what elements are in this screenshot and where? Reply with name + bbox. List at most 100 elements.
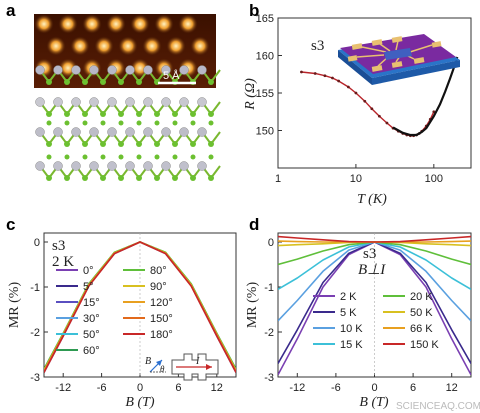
metal-atom	[161, 97, 171, 107]
data-point	[337, 79, 341, 83]
panel-c: -12 -6 0 6 12 -3 -2 -1 0 s3 2 K 0° 5° 15° 30° 50° 60°…	[7, 232, 237, 410]
stm-atom	[94, 36, 114, 56]
chalcogen-atom	[64, 154, 70, 160]
stm-atom	[166, 36, 186, 56]
chalcogen-atom	[82, 111, 88, 117]
chalcogen-atom	[100, 120, 106, 126]
x-tick-label: -6	[97, 382, 107, 394]
metal-atom	[125, 97, 135, 107]
metal-atom	[143, 161, 153, 171]
stm-atom	[34, 14, 54, 34]
y-axis-label-b: R (Ω)	[243, 78, 258, 111]
chalcogen-atom	[154, 141, 160, 147]
x-tick-label: 1	[275, 173, 281, 185]
metal-atom	[53, 97, 63, 107]
chalcogen-atom	[136, 120, 142, 126]
y-tick-label: 0	[34, 237, 40, 249]
x-axis-label-d: B (T)	[359, 395, 389, 410]
chalcogen-atom	[190, 175, 196, 181]
chalcogen-atom	[136, 111, 142, 117]
metal-atom	[71, 97, 81, 107]
chalcogen-atom	[154, 175, 160, 181]
y-tick-label: 0	[268, 237, 274, 249]
y-tick-label: -2	[30, 327, 40, 339]
legend-label: 180°	[150, 329, 173, 341]
panel-label-d: d	[249, 215, 259, 234]
x-tick-label: 6	[175, 382, 181, 394]
chalcogen-atom	[64, 175, 70, 181]
metal-atom	[179, 65, 189, 75]
chalcogen-atom	[172, 120, 178, 126]
data-point	[323, 74, 327, 78]
metal-atom	[197, 127, 207, 137]
metal-atom	[197, 161, 207, 171]
crystal-structure	[35, 65, 221, 181]
legend-label: 0°	[83, 265, 94, 277]
legend-label: 60°	[83, 345, 100, 357]
legend-label: 50 K	[410, 307, 433, 319]
legend-label: 30°	[83, 313, 100, 325]
series-line	[44, 241, 236, 373]
y-tick-label: -1	[264, 282, 274, 294]
series-line	[278, 235, 471, 243]
metal-atom	[53, 127, 63, 137]
chalcogen-atom	[172, 111, 178, 117]
metal-atom	[107, 127, 117, 137]
metal-atom	[161, 127, 171, 137]
chalcogen-atom	[136, 175, 142, 181]
chalcogen-atom	[118, 79, 124, 85]
axis-ticks-c: -12 -6 0 6 12 -3 -2 -1 0	[30, 237, 223, 394]
panel-label-c: c	[6, 215, 15, 234]
data-point	[354, 91, 358, 95]
legend-label: 15 K	[340, 339, 363, 351]
legend-label: 150°	[150, 313, 173, 325]
chalcogen-atom	[82, 79, 88, 85]
legend-label: 120°	[150, 297, 173, 309]
scale-bar-label: 5 Å	[163, 69, 180, 82]
chalcogen-atom	[154, 120, 160, 126]
data-d	[278, 233, 471, 377]
metal-atom	[71, 127, 81, 137]
chalcogen-atom	[46, 154, 52, 160]
device-inset	[338, 34, 460, 85]
geometry-inset: B θ I	[145, 353, 219, 381]
metal-atom	[107, 65, 117, 75]
chalcogen-atom	[172, 154, 178, 160]
legend-label: 80°	[150, 265, 167, 277]
stm-atom	[70, 36, 90, 56]
panel-label-b: b	[249, 1, 259, 20]
chalcogen-atom	[82, 154, 88, 160]
y-tick-label: -3	[30, 372, 40, 384]
x-tick-label: -12	[55, 382, 71, 394]
metal-atom	[197, 65, 207, 75]
chalcogen-atom	[46, 141, 52, 147]
metal-atom	[143, 65, 153, 75]
metal-atom	[161, 65, 171, 75]
y-tick-label: 155	[256, 88, 274, 100]
chalcogen-atom	[82, 120, 88, 126]
x-tick-label: -6	[331, 382, 341, 394]
chalcogen-atom	[100, 111, 106, 117]
metal-atom	[53, 65, 63, 75]
chalcogen-atom	[172, 141, 178, 147]
chalcogen-atom	[100, 79, 106, 85]
chalcogen-atom	[82, 141, 88, 147]
data-b	[300, 56, 459, 138]
x-tick-label: 100	[425, 173, 443, 185]
data-point	[363, 99, 367, 103]
stm-atom	[46, 36, 66, 56]
y-axis-label-c: MR (%)	[7, 282, 22, 329]
legend-label: 20 K	[410, 291, 433, 303]
metal-atom	[35, 97, 45, 107]
legend-label: 5°	[83, 281, 94, 293]
metal-atom	[71, 65, 81, 75]
condition-label-d: B⊥I	[358, 262, 386, 278]
panel-label-a: a	[6, 1, 16, 20]
legend-label: 10 K	[340, 323, 363, 335]
data-point	[370, 107, 374, 111]
data-point	[377, 114, 381, 118]
chalcogen-atom	[46, 175, 52, 181]
stm-atom	[178, 14, 198, 34]
chalcogen-atom	[136, 79, 142, 85]
sample-label-d: s3	[363, 246, 376, 262]
